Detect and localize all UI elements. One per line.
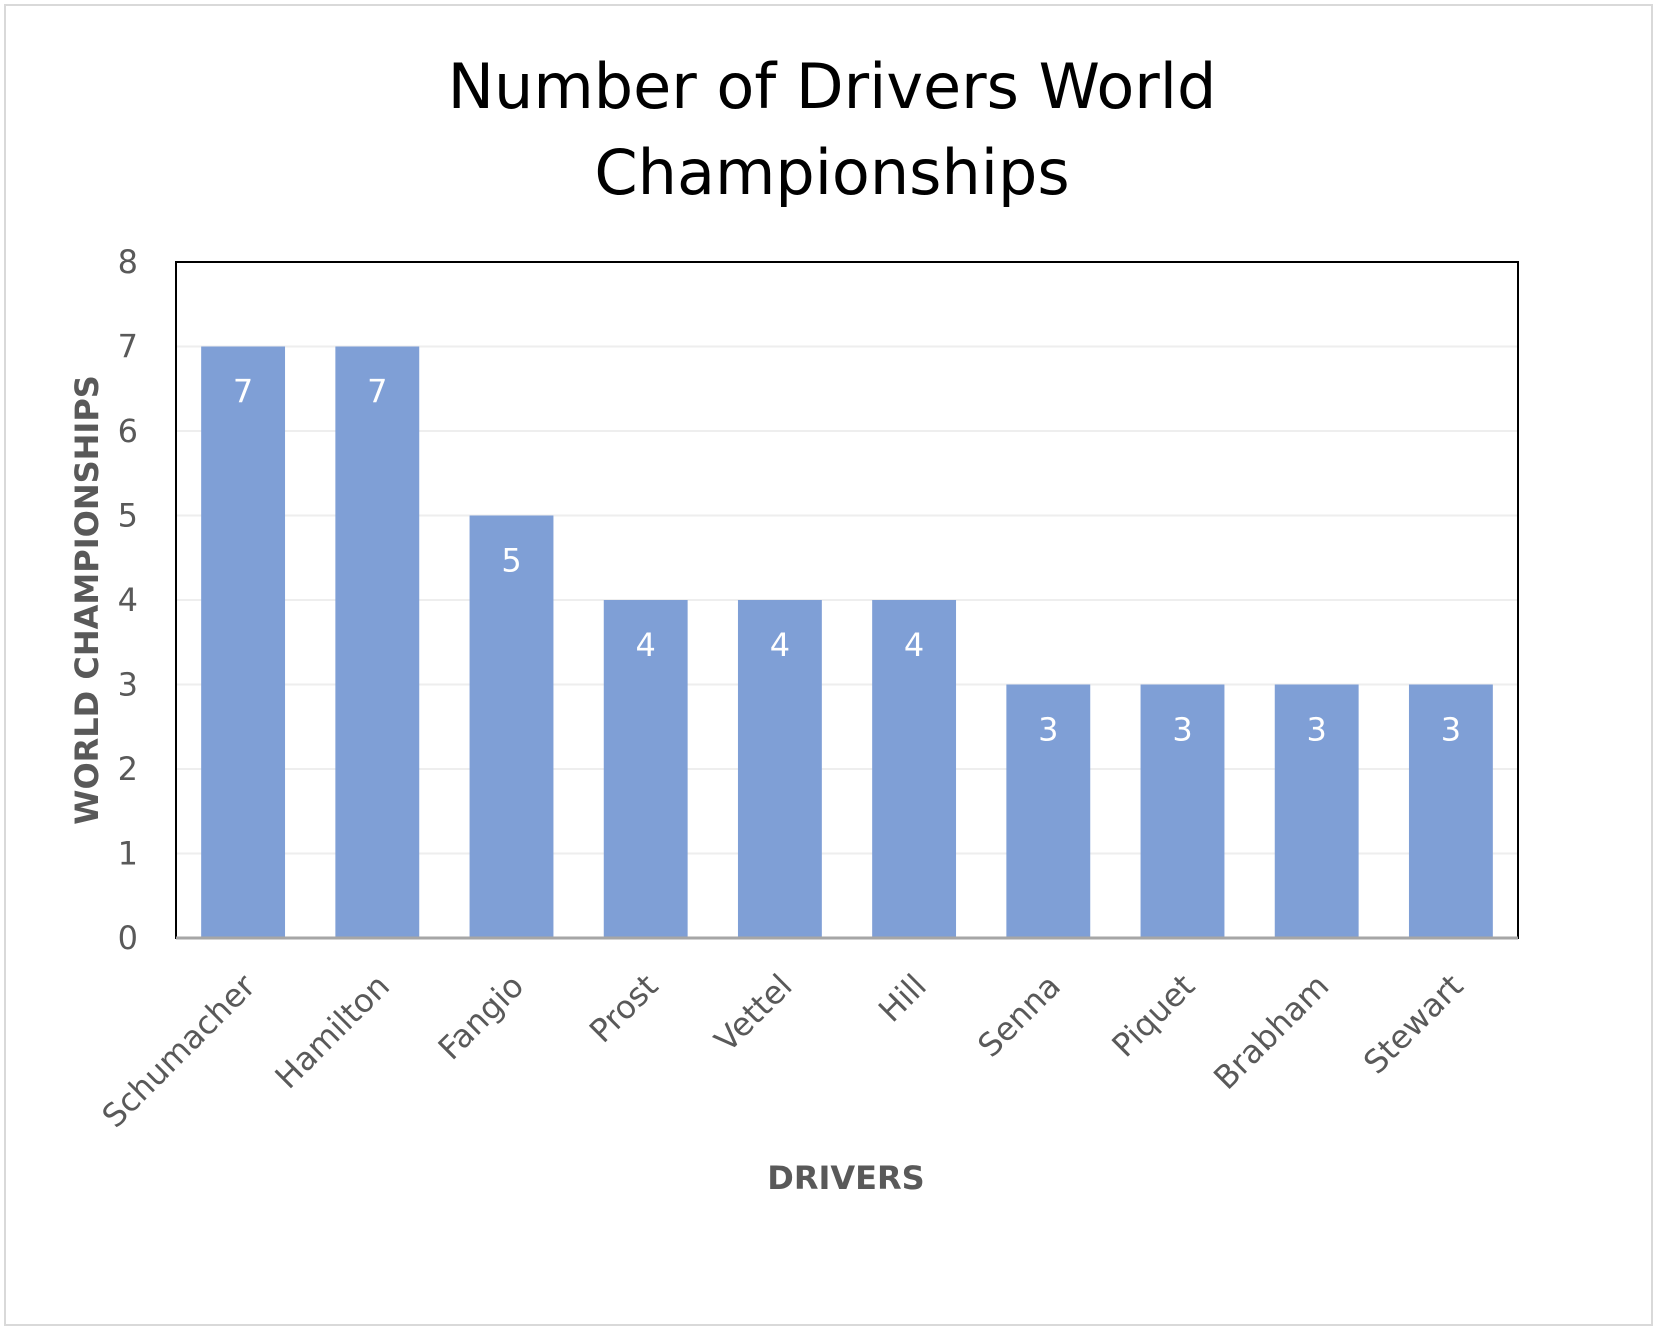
chart-title-line-1: Number of Drivers World xyxy=(448,50,1217,123)
x-tick-label: Vettel xyxy=(707,967,799,1059)
bar-senna xyxy=(1006,684,1091,938)
y-tick-label: 7 xyxy=(118,328,138,366)
data-label: 7 xyxy=(233,373,253,411)
bar-fangio xyxy=(469,515,554,938)
x-tick-label: Brabham xyxy=(1206,967,1336,1097)
x-tick-label: Schumacher xyxy=(94,966,263,1135)
x-tick-label: Fangio xyxy=(431,967,532,1068)
y-axis-title: WORLD CHAMPIONSHIPS xyxy=(68,375,106,825)
bars xyxy=(201,346,1493,938)
bar-schumacher xyxy=(201,346,286,938)
data-label: 3 xyxy=(1038,711,1058,749)
bar-hamilton xyxy=(335,346,420,938)
bar-hill xyxy=(872,600,957,938)
x-axis-title: DRIVERS xyxy=(767,1159,924,1197)
x-tick-label: Prost xyxy=(582,967,665,1050)
data-label: 3 xyxy=(1307,711,1327,749)
y-tick-label: 3 xyxy=(118,666,138,704)
y-axis-ticks: 0 1 2 3 4 5 6 7 8 xyxy=(118,243,138,957)
x-tick-label: Piquet xyxy=(1104,967,1202,1065)
bar-vettel xyxy=(737,600,822,938)
bar-prost xyxy=(603,600,688,938)
x-tick-label: Hamilton xyxy=(268,967,397,1096)
y-tick-label: 0 xyxy=(118,919,138,957)
bar-stewart xyxy=(1408,684,1493,938)
data-label: 4 xyxy=(636,626,656,664)
data-label: 3 xyxy=(1172,711,1192,749)
y-tick-label: 1 xyxy=(118,835,138,873)
data-label: 4 xyxy=(904,626,924,664)
x-tick-label: Hill xyxy=(871,967,934,1030)
y-tick-label: 4 xyxy=(118,581,138,619)
chart-title: Number of Drivers World Championships xyxy=(448,50,1217,209)
data-labels: 7 7 5 4 4 4 3 3 3 3 xyxy=(233,373,1461,749)
x-axis-ticks: Schumacher Hamilton Fangio Prost Vettel Hill S… xyxy=(94,966,1470,1135)
data-label: 7 xyxy=(367,373,387,411)
y-tick-label: 5 xyxy=(118,497,138,535)
y-tick-label: 2 xyxy=(118,750,138,788)
x-tick-label: Senna xyxy=(970,967,1068,1065)
data-label: 4 xyxy=(770,626,790,664)
y-tick-label: 6 xyxy=(118,412,138,450)
chart-title-line-2: Championships xyxy=(594,136,1069,209)
x-tick-label: Stewart xyxy=(1356,967,1471,1082)
data-label: 3 xyxy=(1441,711,1461,749)
bar-piquet xyxy=(1140,684,1225,938)
bar-brabham xyxy=(1274,684,1359,938)
y-tick-label: 8 xyxy=(118,243,138,281)
data-label: 5 xyxy=(501,542,521,580)
